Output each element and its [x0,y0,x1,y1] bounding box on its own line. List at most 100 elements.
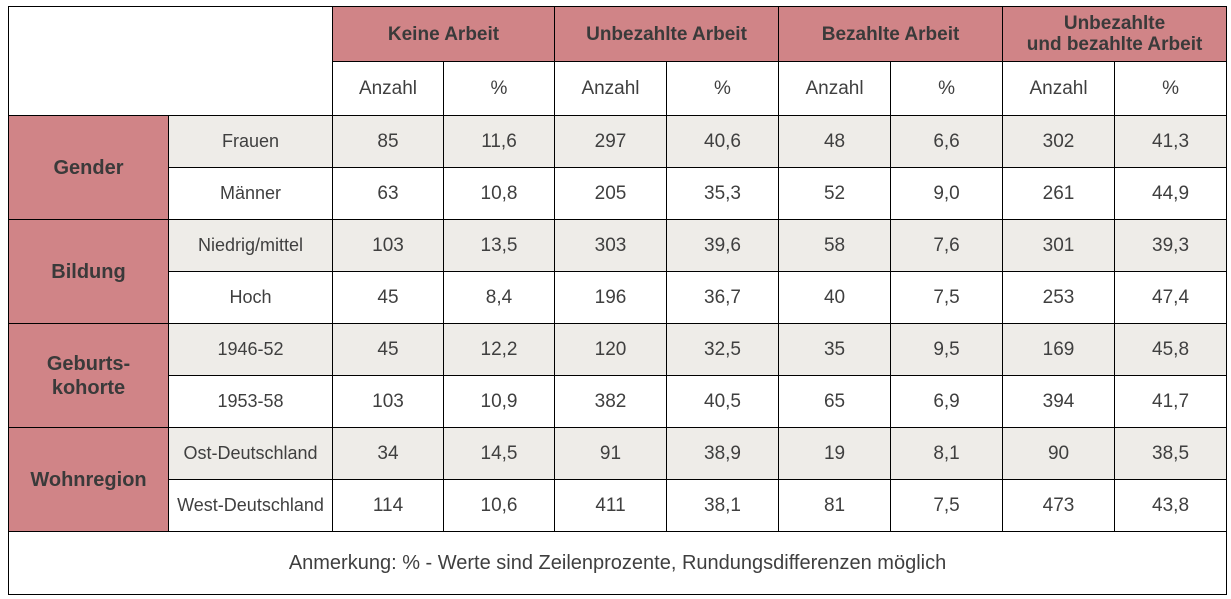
cell: 34 [332,427,444,480]
subheader-pct: % [890,61,1004,116]
cell: 205 [554,167,667,220]
table-row: Gender Frauen 85 11,6 297 40,6 48 6,6 30… [8,115,1228,220]
row-label: Frauen [168,115,333,168]
table-row: Hoch 45 8,4 196 36,7 40 7,5 253 47,4 [9,271,1228,324]
group-header-row: Keine Arbeit Unbezahlte Arbeit Bezahlte … [8,6,1228,116]
cell: 40,5 [665,375,780,428]
cell: 382 [554,375,667,428]
table-row: Männer 63 10,8 205 35,3 52 9,0 261 44,9 [9,167,1228,220]
cell: 261 [1002,167,1116,220]
corner-cell [8,6,333,116]
cell: 44,9 [1114,167,1228,220]
data-table-container: Keine Arbeit Unbezahlte Arbeit Bezahlte … [7,6,1228,595]
cell: 40,6 [665,115,780,168]
cell: 13,5 [443,219,555,272]
cell: 36,7 [665,271,780,324]
subheader-count: Anzahl [554,61,667,116]
cell: 297 [554,115,667,168]
subheader-pct: % [443,61,555,116]
cell: 52 [778,167,892,220]
cell: 196 [554,271,667,324]
cell: 43,8 [1114,479,1228,532]
cell: 45 [332,271,444,324]
cell: 35 [778,323,892,376]
row-label: Männer [168,167,333,220]
table-row: Bildung Niedrig/mittel 103 13,5 303 39,6… [8,219,1228,324]
cell: 10,6 [443,479,555,532]
category-wohnregion: Wohnregion [8,427,169,532]
cell: 10,8 [443,167,555,220]
group-header-keine-arbeit: Keine Arbeit [332,6,555,62]
cell: 47,4 [1114,271,1228,324]
note-row: Anmerkung: % - Werte sind Zeilenprozente… [7,531,1228,595]
cell: 6,9 [890,375,1004,428]
cell: 411 [554,479,667,532]
cell: 81 [778,479,892,532]
category-gender: Gender [8,115,169,220]
cell: 8,4 [443,271,555,324]
cell: 103 [332,375,444,428]
cell: 103 [332,219,444,272]
cell: 38,9 [665,427,780,480]
cell: 41,3 [1114,115,1228,168]
cell: 39,6 [665,219,780,272]
subheader-pct: % [665,61,780,116]
cell: 90 [1002,427,1116,480]
cell: 253 [1002,271,1116,324]
row-label: Ost-Deutschland [168,427,333,480]
cell: 91 [554,427,667,480]
category-kohorte-line2: kohorte [51,376,126,399]
category-bildung: Bildung [8,219,169,324]
table-note: Anmerkung: % - Werte sind Zeilenprozente… [7,531,1228,595]
cell: 114 [332,479,444,532]
cell: 19 [778,427,892,480]
table-row: Geburts- kohorte 1946-52 45 12,2 120 32,… [8,323,1228,428]
cell: 39,3 [1114,219,1228,272]
sub-header-row: Anzahl % Anzahl % Anzahl % Anzahl % [9,61,1228,116]
cell: 12,2 [443,323,555,376]
cell: 35,3 [665,167,780,220]
subheader-count: Anzahl [1002,61,1116,116]
cell: 394 [1002,375,1116,428]
cell: 63 [332,167,444,220]
cell: 14,5 [443,427,555,480]
cell: 10,9 [443,375,555,428]
cell: 7,5 [890,271,1004,324]
subheader-pct: % [1114,61,1228,116]
row-label: 1946-52 [168,323,333,376]
cell: 9,0 [890,167,1004,220]
subheader-count: Anzahl [778,61,892,116]
category-kohorte-line1: Geburts- [46,352,131,375]
cell: 301 [1002,219,1116,272]
table-row: West-Deutschland 114 10,6 411 38,1 81 7,… [9,479,1228,532]
cell: 32,5 [665,323,780,376]
row-label: 1953-58 [168,375,333,428]
cell: 45 [332,323,444,376]
group-header-beide-line1: Unbezahlte [1063,13,1166,34]
category-geburtskohorte: Geburts- kohorte [8,323,169,428]
cell: 9,5 [890,323,1004,376]
cell: 120 [554,323,667,376]
cell: 38,1 [665,479,780,532]
row-label: Hoch [168,271,333,324]
subheader-count: Anzahl [332,61,444,116]
cell: 6,6 [890,115,1004,168]
cell: 169 [1002,323,1116,376]
cell: 303 [554,219,667,272]
cell: 58 [778,219,892,272]
cell: 38,5 [1114,427,1228,480]
cell: 85 [332,115,444,168]
cell: 11,6 [443,115,555,168]
row-label: Niedrig/mittel [168,219,333,272]
cell: 65 [778,375,892,428]
group-header-unbezahlte-arbeit: Unbezahlte Arbeit [553,6,780,62]
table-row: 1953-58 103 10,9 382 40,5 65 6,9 394 41,… [9,375,1228,428]
cell: 45,8 [1114,323,1228,376]
cell: 8,1 [890,427,1004,480]
data-table: Keine Arbeit Unbezahlte Arbeit Bezahlte … [7,6,1228,595]
cell: 7,5 [890,479,1004,532]
cell: 7,6 [890,219,1004,272]
cell: 473 [1002,479,1116,532]
cell: 302 [1002,115,1116,168]
group-header-bezahlte-arbeit: Bezahlte Arbeit [778,6,1004,62]
